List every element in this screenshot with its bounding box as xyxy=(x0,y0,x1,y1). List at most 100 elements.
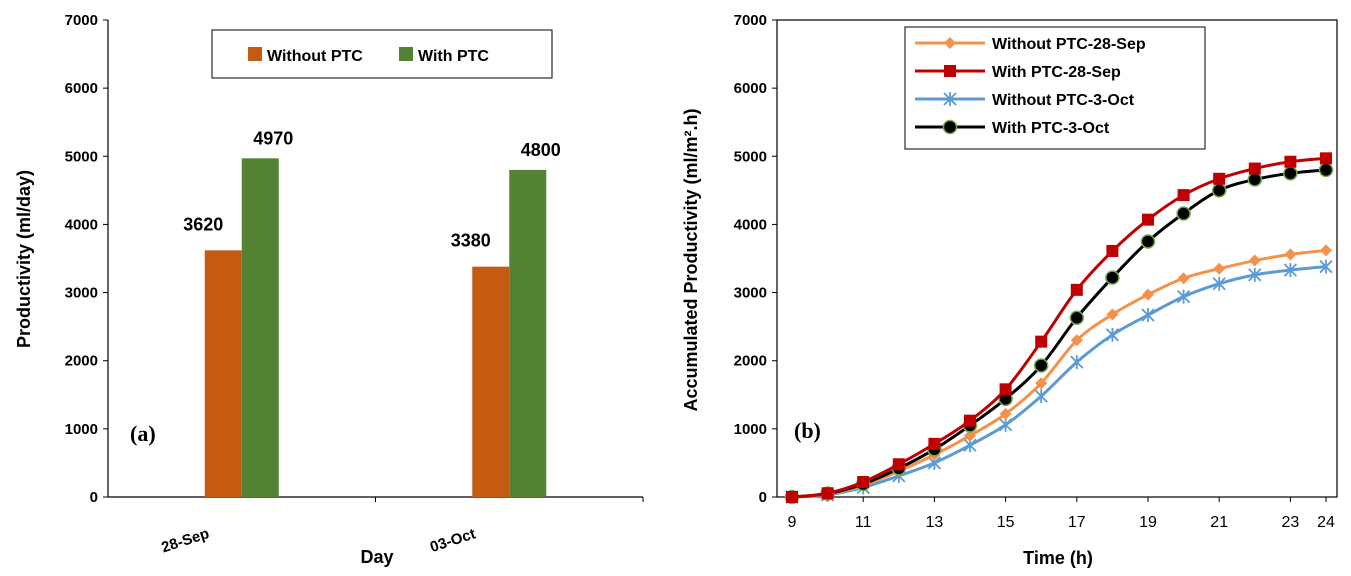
data-point-with-ptc-28-sep xyxy=(999,383,1012,396)
line-chart-y-tick-label: 5000 xyxy=(734,148,767,165)
bar-data-label: 4970 xyxy=(253,128,293,148)
bar-chart-y-tick-label: 3000 xyxy=(65,285,98,302)
data-point-without-ptc-3-oct xyxy=(1248,267,1262,282)
series-without-ptc-3-oct xyxy=(785,259,1333,504)
series-line-without-ptc-28-sep xyxy=(791,248,1327,499)
data-point-with-ptc-3-oct xyxy=(1069,310,1085,326)
line-chart-x-tick-label: 17 xyxy=(1068,514,1086,531)
data-point-without-ptc-28-sep xyxy=(1035,377,1048,390)
legend-label-without-ptc-28-sep: Without PTC-28-Sep xyxy=(992,36,1146,53)
data-point-with-ptc-3-oct xyxy=(1211,183,1227,198)
line-chart-x-tick-label: 15 xyxy=(997,514,1015,531)
bar-without-ptc-28-sep xyxy=(204,250,242,497)
data-point-with-ptc-3-oct xyxy=(1318,162,1334,178)
line-chart-x-axis-title: Time (h) xyxy=(1023,548,1093,568)
data-point-with-ptc-28-sep xyxy=(928,437,941,450)
bar-with-ptc-28-sep xyxy=(241,158,279,497)
line-chart-y-tick-label: 2000 xyxy=(734,353,767,370)
data-point-without-ptc-3-oct xyxy=(1141,308,1155,323)
bar-chart-y-tick-label: 7000 xyxy=(65,12,98,29)
data-point-without-ptc-28-sep xyxy=(1213,262,1226,275)
bar-data-label: 4800 xyxy=(521,140,561,160)
bar-chart-y-tick-label: 2000 xyxy=(65,353,98,370)
data-point-with-ptc-28-sep xyxy=(1035,335,1048,348)
bar-chart-legend-box xyxy=(211,29,553,79)
bar-chart-y-tick-label: 4000 xyxy=(65,216,98,233)
bar-data-label: 3380 xyxy=(451,231,491,251)
data-point-with-ptc-28-sep xyxy=(892,458,905,471)
series-line-without-ptc-3-oct xyxy=(791,265,1327,499)
legend-label-with-ptc: With PTC xyxy=(418,48,489,65)
line-chart-x-tick-label: 23 xyxy=(1282,514,1300,531)
line-chart-y-tick-label: 4000 xyxy=(734,216,767,233)
data-point-with-ptc-28-sep xyxy=(1106,245,1119,258)
series-with-ptc-3-oct xyxy=(784,162,1334,505)
bar-chart-y-axis-title: Productivity (ml/day) xyxy=(14,170,34,348)
line-chart-x-tick-label: 11 xyxy=(855,514,872,531)
data-point-without-ptc-28-sep xyxy=(964,429,976,442)
data-point-with-ptc-3-oct xyxy=(1140,234,1156,249)
data-point-without-ptc-28-sep xyxy=(999,407,1012,420)
data-point-with-ptc-28-sep xyxy=(1248,162,1261,175)
line-chart-y-tick-label: 7000 xyxy=(734,12,767,29)
series-line-with-ptc-28-sep xyxy=(791,156,1327,499)
legend-marker-without-ptc-28-sep xyxy=(944,37,956,49)
bar-chart-legend: Without PTC With PTC xyxy=(211,29,553,79)
legend-label-without-ptc-3-oct: Without PTC-3-Oct xyxy=(992,92,1135,109)
legend-swatch-with-ptc xyxy=(399,47,413,61)
data-point-without-ptc-28-sep xyxy=(1142,288,1154,301)
line-chart-y-tick-label: 1000 xyxy=(734,421,767,438)
line-chart-plot-border xyxy=(776,19,1338,498)
data-point-with-ptc-28-sep xyxy=(1213,172,1226,185)
data-point-with-ptc-3-oct xyxy=(1176,206,1191,221)
bar-chart-panel: 0 1000 2000 3000 4000 5000 6000 7000 3620 4970 28-… xyxy=(14,12,644,567)
data-point-without-ptc-3-oct xyxy=(1176,289,1191,304)
data-point-without-ptc-3-oct xyxy=(1212,276,1226,291)
legend-label-with-ptc-28-sep: With PTC-28-Sep xyxy=(992,64,1121,81)
line-plot-area: 0 1000 2000 3000 4000 5000 6000 7000 9 11 13 15 17 19… xyxy=(734,12,1338,531)
data-point-with-ptc-3-oct xyxy=(1105,270,1120,285)
bar-chart-y-tick-label: 5000 xyxy=(65,148,98,165)
legend-marker-without-ptc-3-oct xyxy=(943,92,957,106)
data-point-without-ptc-3-oct xyxy=(1070,355,1084,370)
data-point-with-ptc-28-sep xyxy=(857,476,870,489)
data-point-with-ptc-28-sep xyxy=(821,487,834,500)
data-point-without-ptc-3-oct xyxy=(1105,327,1120,342)
data-point-without-ptc-28-sep xyxy=(1248,254,1261,267)
bar-chart-x-tick-label: 03-Oct xyxy=(428,525,478,556)
line-chart-x-tick-label: 13 xyxy=(926,514,944,531)
legend-marker-with-ptc-3-oct xyxy=(942,119,958,135)
line-chart-x-tick-label: 24 xyxy=(1317,514,1335,531)
bar-chart-x-axis-title: Day xyxy=(360,547,393,567)
bar-chart-panel-label: (a) xyxy=(130,421,156,446)
line-chart-y-tick-label: 3000 xyxy=(734,285,767,302)
data-point-without-ptc-3-oct xyxy=(1319,259,1333,274)
bar-chart-y-tick-label: 6000 xyxy=(65,80,98,97)
line-chart-x-tick-label: 21 xyxy=(1210,514,1228,531)
data-point-with-ptc-28-sep xyxy=(1320,152,1332,165)
data-point-without-ptc-28-sep xyxy=(1106,308,1119,321)
bar-with-ptc-03-oct xyxy=(509,169,547,497)
bar-chart-x-tick-label: 28-Sep xyxy=(159,525,211,556)
data-point-without-ptc-3-oct xyxy=(998,417,1013,432)
data-point-with-ptc-28-sep xyxy=(1142,213,1154,226)
data-point-with-ptc-3-oct xyxy=(1033,358,1049,373)
data-point-without-ptc-28-sep xyxy=(1284,248,1297,261)
legend-label-without-ptc: Without PTC xyxy=(267,48,363,65)
data-point-without-ptc-28-sep xyxy=(1320,244,1332,257)
data-point-with-ptc-28-sep xyxy=(1177,189,1190,202)
legend-label-with-ptc-3-oct: With PTC-3-Oct xyxy=(992,120,1110,137)
bar-data-label: 3620 xyxy=(183,214,223,234)
bar-without-ptc-03-oct xyxy=(472,266,510,497)
bar-plot-area: 0 1000 2000 3000 4000 5000 6000 7000 3620 4970 28-… xyxy=(65,12,644,556)
data-point-without-ptc-3-oct xyxy=(1034,389,1048,404)
line-chart-legend: Without PTC-28-Sep With PTC-28-Sep Without… xyxy=(904,26,1206,150)
line-chart-panel-label: (b) xyxy=(794,418,821,443)
series-line-with-ptc-3-oct xyxy=(791,168,1327,499)
line-chart-x-tick-label: 9 xyxy=(788,514,797,531)
data-point-with-ptc-3-oct xyxy=(1247,172,1263,187)
data-point-with-ptc-28-sep xyxy=(1070,283,1083,296)
line-chart-panel: 0 1000 2000 3000 4000 5000 6000 7000 9 11 13 15 17 19… xyxy=(681,12,1338,568)
data-point-without-ptc-28-sep xyxy=(1070,334,1083,347)
